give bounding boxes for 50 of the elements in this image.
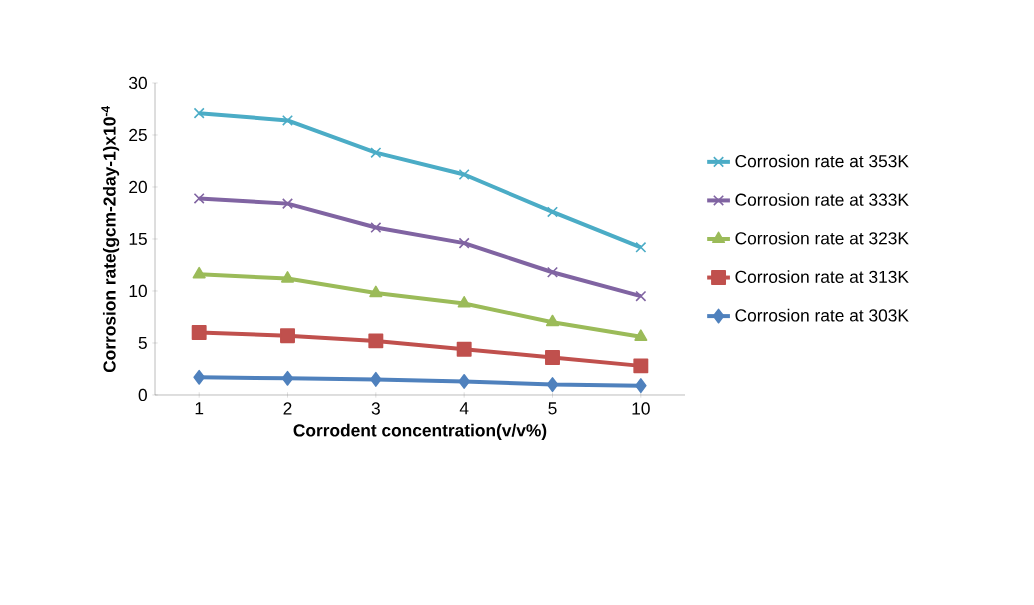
point	[457, 296, 471, 308]
legend-label: Corrosion rate at 333K	[735, 193, 909, 206]
point	[193, 192, 205, 204]
x-tick-label: 1	[195, 402, 204, 415]
legend-label: Corrosion rate at 303K	[735, 308, 909, 322]
y-tick-label: 30	[129, 76, 147, 90]
point	[191, 325, 207, 341]
point	[192, 266, 206, 279]
point	[370, 147, 382, 159]
point	[458, 237, 470, 249]
legend-label: Corrosion rate at 323K	[735, 231, 909, 245]
point	[458, 168, 470, 181]
y-tick-label: 15	[129, 232, 147, 246]
x-tick-label: 5	[548, 402, 557, 415]
point	[280, 328, 295, 344]
x-tick-label: 2	[283, 402, 292, 415]
point	[193, 107, 205, 119]
point	[546, 377, 559, 393]
y-tick-label: 5	[138, 336, 147, 350]
x-tick-label: 10	[632, 402, 650, 415]
legend-label: Corrosion rate at 353K	[735, 154, 909, 168]
point	[281, 370, 294, 386]
point	[369, 285, 383, 298]
y-tick-label: 20	[129, 180, 147, 194]
point	[546, 266, 559, 278]
point	[280, 271, 295, 283]
y-tick-label: 10	[129, 284, 147, 298]
point	[546, 206, 559, 218]
point	[193, 369, 205, 385]
legend-label: Corrosion rate at 313K	[735, 270, 909, 283]
point	[368, 333, 384, 349]
y-tick-label: 25	[129, 128, 147, 142]
point	[633, 358, 649, 374]
y-tick-label: 0	[138, 388, 147, 402]
point	[370, 222, 382, 234]
x-tick-label: 3	[371, 402, 380, 415]
point	[545, 350, 560, 366]
point	[281, 114, 294, 126]
point	[635, 290, 647, 302]
point	[634, 329, 648, 341]
point	[545, 314, 560, 327]
x-axis-title: Corrodent concentration(v/v%)	[293, 423, 547, 440]
x-tick-label: 4	[459, 402, 469, 415]
point	[370, 371, 382, 387]
y-axis-title: Corrosion rate(gcm-2day-1)x10$^{-4}$	[101, 105, 120, 373]
point	[635, 378, 647, 394]
point	[281, 198, 294, 210]
point	[458, 374, 470, 389]
point	[456, 341, 472, 357]
point	[635, 241, 647, 253]
